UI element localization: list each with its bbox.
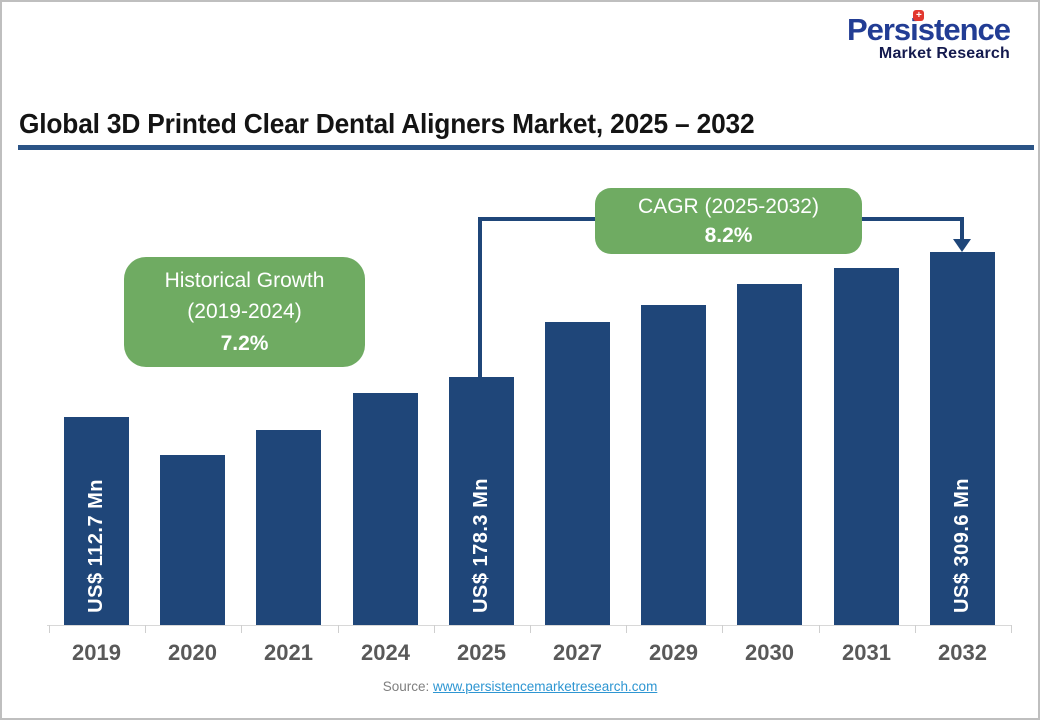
x-axis-tick <box>722 625 723 633</box>
x-axis-tick <box>338 625 339 633</box>
bar-2020 <box>160 455 225 625</box>
arrow-down-icon <box>953 239 971 252</box>
x-axis-tick <box>530 625 531 633</box>
bar-2032: US$ 309.6 Mn <box>930 252 995 625</box>
axis-label-2030: 2030 <box>745 640 794 665</box>
bar-2029 <box>641 305 706 625</box>
logo-name: Persistence + <box>846 10 1011 47</box>
x-axis-tick <box>241 625 242 633</box>
historical-growth-line1: Historical Growth <box>164 268 325 292</box>
bar-2021 <box>256 430 321 625</box>
source-label: Source: <box>382 679 430 694</box>
source-line: Source: www.persistencemarketresearch.co… <box>2 679 1038 694</box>
page-title: Global 3D Printed Clear Dental Aligners … <box>19 108 755 139</box>
source-link[interactable]: www.persistencemarketresearch.com <box>432 679 658 694</box>
axis-label-2029: 2029 <box>649 640 698 665</box>
logo-name-text: Persistence <box>846 12 1011 47</box>
axis-label-2031: 2031 <box>842 640 891 665</box>
x-axis-tick <box>915 625 916 633</box>
bar-2025: US$ 178.3 Mn <box>449 377 514 625</box>
x-axis-line <box>47 625 1012 626</box>
x-axis-tick <box>819 625 820 633</box>
red-cross-icon: + <box>912 10 924 21</box>
bar-value-label-2019: US$ 112.7 Mn <box>85 479 107 613</box>
bar-2027 <box>545 322 610 625</box>
bar-2019: US$ 112.7 Mn <box>64 417 129 625</box>
cagr-value: 8.2% <box>704 224 753 247</box>
cagr-connector-left-horizontal <box>478 217 603 221</box>
bar-2024 <box>353 393 418 625</box>
logo: Persistence + Market Research <box>846 10 1011 62</box>
cagr-connector-right-horizontal <box>857 217 964 221</box>
cagr-connector-right-vertical <box>960 217 964 241</box>
axis-label-2021: 2021 <box>264 640 313 665</box>
historical-growth-value: 7.2% <box>220 331 269 355</box>
x-axis-tick <box>145 625 146 633</box>
x-axis-tick <box>626 625 627 633</box>
bar-value-label-2032: US$ 309.6 Mn <box>951 478 973 613</box>
title-underline <box>18 145 1034 150</box>
cagr-line1: CAGR (2025-2032) <box>638 194 819 218</box>
logo-tagline: Market Research <box>878 45 1010 62</box>
historical-growth-callout: Historical Growth (2019-2024) 7.2% <box>124 257 365 367</box>
bar-value-label-wrap: US$ 178.3 Mn <box>449 478 514 613</box>
bar-value-label-wrap: US$ 309.6 Mn <box>930 478 995 613</box>
axis-label-2019: 2019 <box>72 640 121 665</box>
historical-growth-line2: (2019-2024) <box>187 300 302 324</box>
axis-label-2025: 2025 <box>457 640 506 665</box>
bar-2031 <box>834 268 899 625</box>
axis-label-2032: 2032 <box>938 640 987 665</box>
cagr-connector-left-vertical <box>478 217 482 377</box>
bar-value-label-2025: US$ 178.3 Mn <box>470 478 492 613</box>
x-axis-tick <box>49 625 50 633</box>
x-axis-tick <box>1011 625 1012 633</box>
cagr-callout: CAGR (2025-2032) 8.2% <box>595 188 862 254</box>
bar-value-label-wrap: US$ 112.7 Mn <box>64 479 129 613</box>
bar-2030 <box>737 284 802 625</box>
axis-label-2020: 2020 <box>168 640 217 665</box>
axis-label-2027: 2027 <box>553 640 602 665</box>
x-axis-tick <box>434 625 435 633</box>
axis-label-2024: 2024 <box>361 640 410 665</box>
